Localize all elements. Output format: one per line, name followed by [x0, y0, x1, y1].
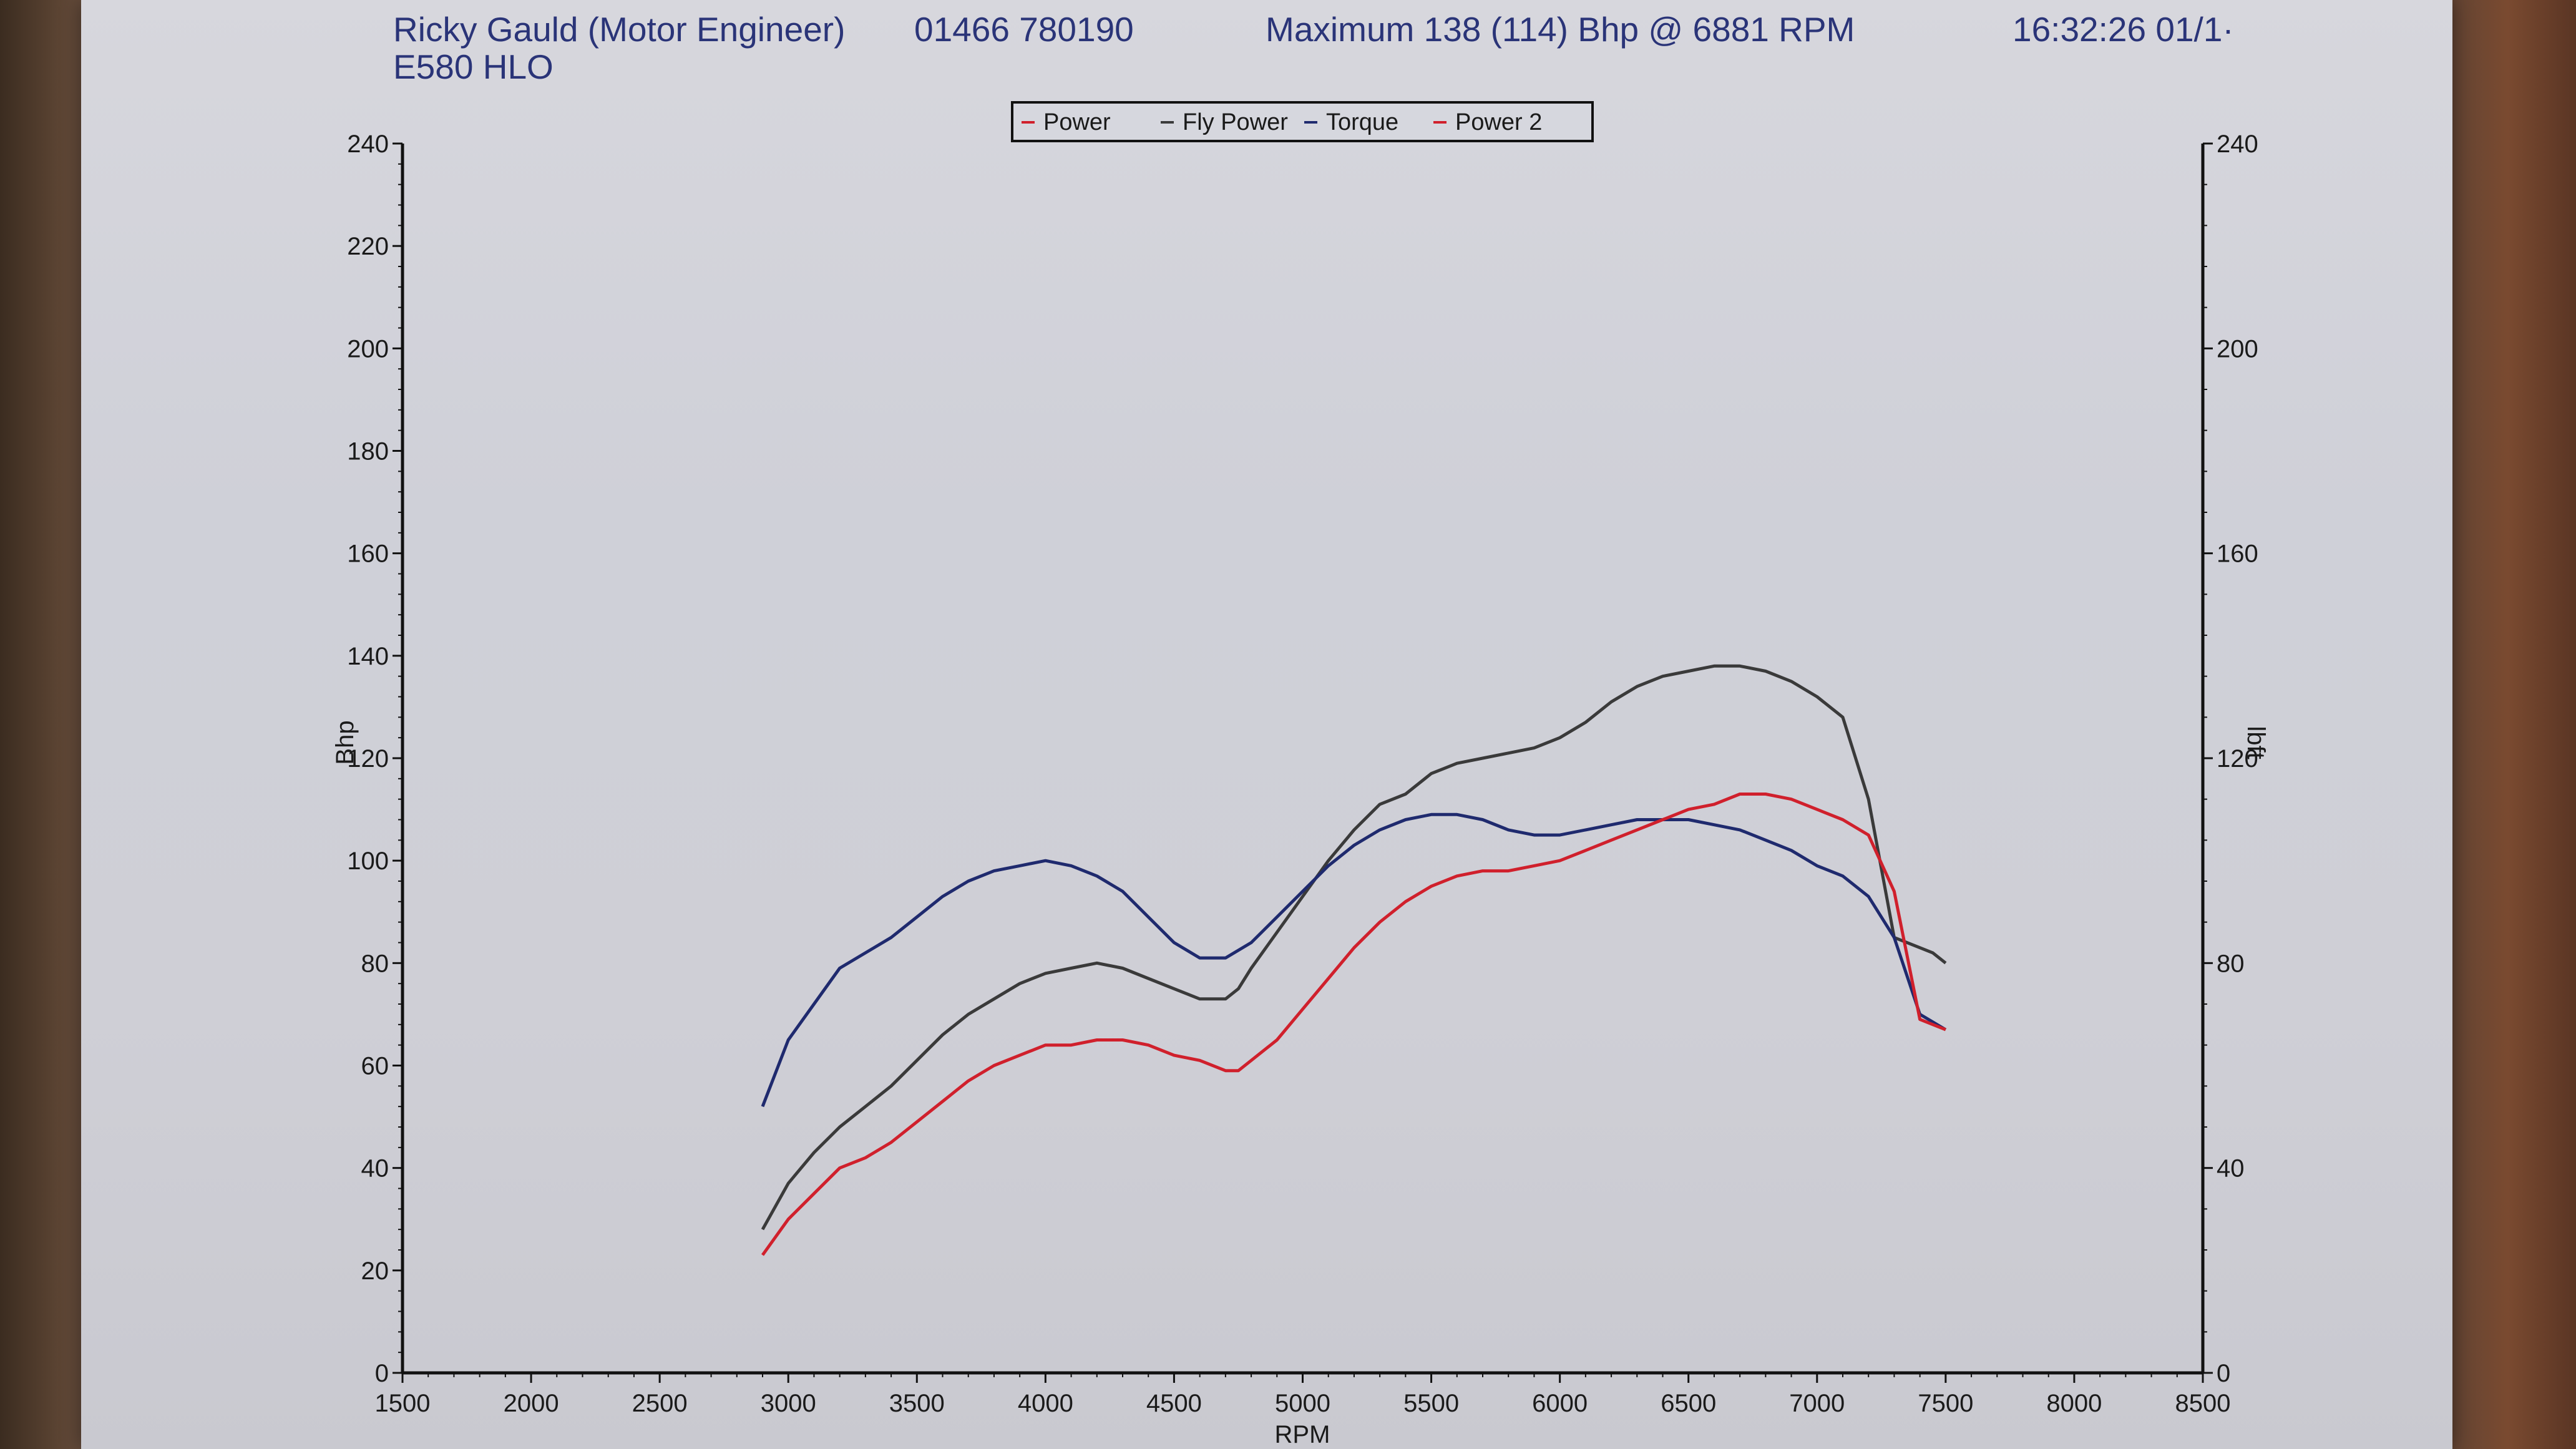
y-axis-right-label: lbft: [2242, 726, 2270, 759]
x-tick-label: 7000: [1789, 1390, 1845, 1417]
legend-power-label: Power: [1043, 109, 1111, 135]
header-phone: 01466 780190: [914, 10, 1134, 49]
legend-box: [1011, 101, 1594, 142]
y2-tick-label: 160: [2217, 540, 2258, 568]
y2-tick-label: 80: [2217, 950, 2245, 977]
x-axis-label: RPM: [1275, 1421, 1330, 1448]
legend-power2-label: Power 2: [1455, 109, 1542, 135]
x-tick-label: 6500: [1661, 1390, 1716, 1417]
header-maximum: Maximum 138 (114) Bhp @ 6881 RPM: [1266, 10, 1855, 49]
y2-tick-label: 120: [2217, 745, 2258, 773]
x-tick-label: 3500: [889, 1390, 945, 1417]
x-tick-label: 4500: [1146, 1390, 1202, 1417]
desk-background-right: [2439, 0, 2576, 1449]
x-tick-label: 1500: [375, 1390, 431, 1417]
y-tick-label: 40: [361, 1155, 389, 1183]
y-tick-label: 120: [347, 745, 389, 773]
header-registration: E580 HLO: [393, 47, 554, 86]
y-tick-label: 160: [347, 540, 389, 568]
y-tick-label: 200: [347, 335, 389, 363]
dyno-chart: Ricky Gauld (Motor Engineer) 01466 78019…: [331, 10, 2270, 1448]
x-tick-label: 3000: [761, 1390, 816, 1417]
x-tick-label: 6000: [1532, 1390, 1588, 1417]
y2-tick-label: 200: [2217, 335, 2258, 363]
y-axis-left-label: Bhp: [331, 720, 359, 764]
series-line-torque: [761, 812, 1947, 1108]
series-group: [761, 664, 1947, 1256]
y2-tick-label: 40: [2217, 1155, 2245, 1183]
x-tick-label: 4000: [1018, 1390, 1073, 1417]
series-line-power: [761, 793, 1946, 1256]
x-tick-label: 2500: [632, 1390, 688, 1417]
series-line-fly-power: [761, 664, 1947, 1231]
y-tick-label: 220: [347, 233, 389, 260]
y-tick-label: 20: [361, 1257, 389, 1285]
x-tick-label: 8000: [2046, 1390, 2102, 1417]
chart-legend: Power Fly Power Torque Power 2: [1011, 101, 1594, 142]
dyno-printout-paper: Ricky Gauld (Motor Engineer) 01466 78019…: [81, 0, 2452, 1449]
x-tick-label: 7500: [1918, 1390, 1973, 1417]
y-tick-label: 100: [347, 847, 389, 875]
y2-tick-label: 240: [2217, 130, 2258, 158]
y-tick-label: 140: [347, 643, 389, 670]
x-tick-label: 8500: [2175, 1390, 2231, 1417]
x-tick-label: 2000: [504, 1390, 559, 1417]
x-tick-label: 5000: [1275, 1390, 1330, 1417]
header-timestamp: 16:32:26 01/1·: [2012, 10, 2234, 49]
x-axis-ticks: 1500 2000 2500 3000 3500 4000 4500 5000 5500 6000…: [375, 1373, 2231, 1417]
y2-tick-label: 0: [2217, 1360, 2230, 1387]
header-company: Ricky Gauld (Motor Engineer): [393, 10, 845, 49]
legend-fly-power-label: Fly Power: [1183, 109, 1288, 135]
y-tick-label: 180: [347, 438, 389, 466]
y-axis-left-ticks: 0 20 40 60 80 100 120 140 160 180 200 220 240: [347, 130, 402, 1387]
y-tick-label: 80: [361, 950, 389, 977]
x-tick-label: 5500: [1403, 1390, 1459, 1417]
y-tick-label: 60: [361, 1053, 389, 1080]
y-axis-right-ticks: 0 40 80 120 160 200 240: [2203, 130, 2258, 1387]
y-tick-label: 240: [347, 130, 389, 158]
desk-background-left: [0, 0, 94, 1449]
legend-torque-label: Torque: [1326, 109, 1398, 135]
y-tick-label: 0: [375, 1360, 389, 1387]
